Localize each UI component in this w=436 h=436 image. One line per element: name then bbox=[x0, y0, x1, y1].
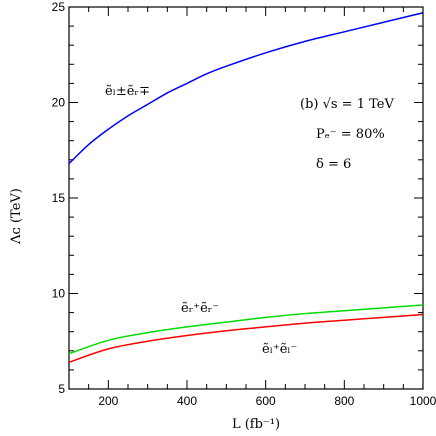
series-label-eL-eL: ẽₗ⁺ẽₗ⁻ bbox=[262, 342, 297, 357]
series-line-eR-eR bbox=[68, 304, 424, 355]
plot-frame bbox=[68, 6, 424, 390]
x-tick-label: 400 bbox=[177, 394, 197, 408]
annotation-delta: δ = 6 bbox=[316, 157, 351, 172]
series-label-eL-eR: ẽₗ±ẽᵣ∓ bbox=[105, 84, 150, 99]
x-tick-label: 1000 bbox=[410, 394, 436, 408]
x-tick-label: 600 bbox=[256, 394, 276, 408]
y-tick-label: 25 bbox=[52, 0, 66, 14]
x-axis-title: L (fb⁻¹) bbox=[232, 417, 280, 432]
annotation-energy: (b) √s = 1 TeV bbox=[300, 97, 394, 112]
series-label-eR-eR: ẽᵣ⁺ẽᵣ⁻ bbox=[181, 301, 219, 316]
y-tick-label: 5 bbox=[58, 382, 65, 396]
x-tick-label: 200 bbox=[98, 394, 118, 408]
y-tick-label: 15 bbox=[52, 191, 66, 205]
annotation-polarization: Pₑ⁻ = 80% bbox=[316, 127, 385, 142]
y-tick-label: 20 bbox=[52, 96, 66, 110]
series-line-eL-eR bbox=[68, 12, 424, 165]
series-line-eL-eL bbox=[68, 313, 424, 363]
y-tick-label: 10 bbox=[52, 287, 66, 301]
y-axis-title: Λᴄ (TeV) bbox=[9, 188, 24, 245]
x-tick-label: 800 bbox=[334, 394, 354, 408]
